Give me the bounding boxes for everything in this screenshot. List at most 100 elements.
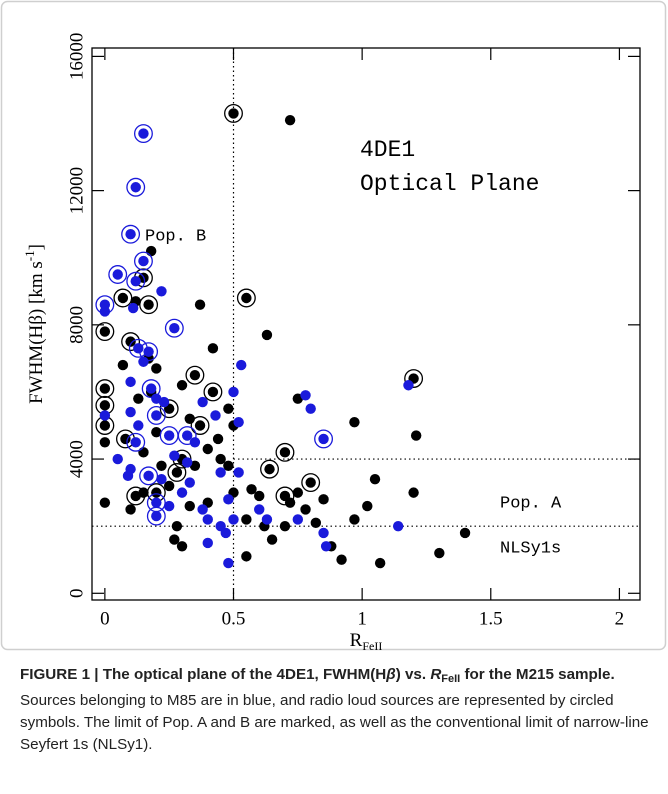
point <box>349 514 360 525</box>
point <box>184 500 195 512</box>
point <box>130 276 141 287</box>
point <box>236 359 247 371</box>
point <box>99 420 111 431</box>
point-ring <box>164 318 184 338</box>
y-tick-label: 16000 <box>66 33 87 80</box>
point <box>392 520 404 532</box>
point <box>197 504 208 515</box>
point <box>138 128 149 139</box>
point <box>434 547 445 559</box>
point <box>138 447 149 458</box>
point <box>292 487 304 498</box>
point <box>305 477 316 488</box>
x-label-sub: FeII <box>362 639 382 652</box>
point-ring <box>139 342 159 362</box>
point <box>261 329 273 341</box>
y-tick-label: 8000 <box>66 306 87 344</box>
point <box>207 343 219 354</box>
point-ring <box>301 473 321 493</box>
y-tick-label: 0 <box>66 589 87 599</box>
point <box>305 403 316 414</box>
point <box>215 520 226 532</box>
figure-border <box>0 0 667 651</box>
point <box>241 551 252 562</box>
y-tick-label: 4000 <box>66 440 87 478</box>
point <box>117 359 129 371</box>
point <box>125 229 136 240</box>
point <box>138 255 149 267</box>
annotation: NLSy1s <box>500 539 561 558</box>
point-ring <box>275 486 295 506</box>
x-tick-label: 1.5 <box>479 608 503 629</box>
point <box>130 182 141 193</box>
point <box>374 557 386 569</box>
plot-frame <box>91 47 641 601</box>
point <box>125 406 136 418</box>
point <box>130 490 141 502</box>
point <box>151 427 162 438</box>
point <box>151 497 162 508</box>
x-tick-label: 2 <box>615 608 625 629</box>
point <box>197 396 208 408</box>
x-tick-label: 1 <box>357 608 367 629</box>
point <box>223 557 234 569</box>
point-ring <box>314 429 333 449</box>
x-tick-label: 0.5 <box>222 608 246 629</box>
point <box>349 416 360 428</box>
point-ring <box>95 322 115 342</box>
point <box>194 420 206 431</box>
point <box>143 299 154 310</box>
point <box>318 527 329 539</box>
point <box>99 497 111 508</box>
annotation: Optical Plane <box>360 171 539 197</box>
point-ring <box>139 466 159 486</box>
point <box>223 403 234 414</box>
point <box>143 470 154 482</box>
point <box>261 514 273 525</box>
point <box>169 534 180 545</box>
point-ring <box>159 399 179 419</box>
point <box>320 541 332 552</box>
point <box>318 494 329 505</box>
point <box>133 420 144 431</box>
point <box>122 470 134 482</box>
y-label-main: FWHM(Hβ) [km s <box>26 261 47 404</box>
point <box>362 500 373 512</box>
point <box>156 460 167 471</box>
chart: 0 0.5 1 1.5 2 0 4000 8000 12000 16000 RFeII FWHM(Hβ… <box>0 0 667 652</box>
point <box>212 433 224 445</box>
point <box>133 343 144 354</box>
point <box>125 504 136 515</box>
point <box>210 410 221 421</box>
point <box>459 527 471 539</box>
point <box>284 114 296 126</box>
point <box>254 490 265 502</box>
point <box>300 390 311 401</box>
point <box>202 537 213 549</box>
point-ring <box>134 124 153 144</box>
point-ring <box>108 265 128 284</box>
point <box>279 447 291 458</box>
point <box>408 487 419 498</box>
x-label-main: R <box>350 630 363 651</box>
caption: FIGURE 1 | The optical plane of the 4DE1… <box>20 664 650 756</box>
caption-text: for the M215 sample. <box>460 666 615 683</box>
point <box>112 453 123 465</box>
point <box>223 494 234 505</box>
point <box>125 336 136 347</box>
caption-text: β <box>386 666 396 683</box>
point-ring <box>126 177 146 197</box>
caption-text: ) vs. <box>395 666 431 683</box>
point <box>202 443 213 455</box>
point <box>403 380 414 391</box>
x-axis-label: RFeII <box>350 630 383 652</box>
y-label-end: ] <box>26 244 47 250</box>
point <box>292 514 304 525</box>
point-ring <box>260 459 279 479</box>
point <box>156 473 167 485</box>
point <box>194 299 206 310</box>
point <box>215 453 226 465</box>
point-ring <box>134 251 153 271</box>
point <box>284 497 296 508</box>
caption-text: Sources belonging to M85 are in blue, an… <box>20 692 649 753</box>
